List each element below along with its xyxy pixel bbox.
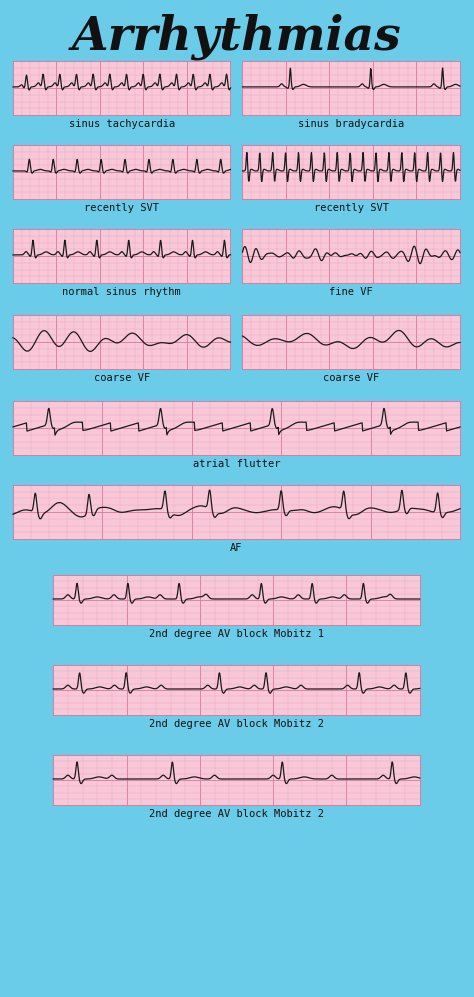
Text: AF: AF <box>230 543 243 553</box>
Text: recently SVT: recently SVT <box>314 203 389 213</box>
FancyBboxPatch shape <box>243 61 460 115</box>
FancyBboxPatch shape <box>243 229 460 283</box>
FancyBboxPatch shape <box>13 145 230 199</box>
Text: sinus tachycardia: sinus tachycardia <box>69 119 175 129</box>
Text: 2nd degree AV block Mobitz 2: 2nd degree AV block Mobitz 2 <box>149 719 324 729</box>
FancyBboxPatch shape <box>243 315 460 369</box>
Text: 2nd degree AV block Mobitz 2: 2nd degree AV block Mobitz 2 <box>149 809 324 819</box>
Text: 2nd degree AV block Mobitz 1: 2nd degree AV block Mobitz 1 <box>149 629 324 639</box>
Text: Arrhythmias: Arrhythmias <box>72 14 402 60</box>
Text: recently SVT: recently SVT <box>84 203 159 213</box>
FancyBboxPatch shape <box>53 575 420 625</box>
FancyBboxPatch shape <box>13 61 230 115</box>
Text: fine VF: fine VF <box>329 287 373 297</box>
Text: atrial flutter: atrial flutter <box>193 459 280 469</box>
Text: coarse VF: coarse VF <box>323 373 379 383</box>
FancyBboxPatch shape <box>243 145 460 199</box>
Text: coarse VF: coarse VF <box>94 373 150 383</box>
FancyBboxPatch shape <box>13 315 230 369</box>
FancyBboxPatch shape <box>53 665 420 715</box>
FancyBboxPatch shape <box>53 755 420 805</box>
FancyBboxPatch shape <box>13 401 460 455</box>
Text: normal sinus rhythm: normal sinus rhythm <box>63 287 181 297</box>
Text: sinus bradycardia: sinus bradycardia <box>298 119 404 129</box>
FancyBboxPatch shape <box>13 485 460 539</box>
FancyBboxPatch shape <box>13 229 230 283</box>
